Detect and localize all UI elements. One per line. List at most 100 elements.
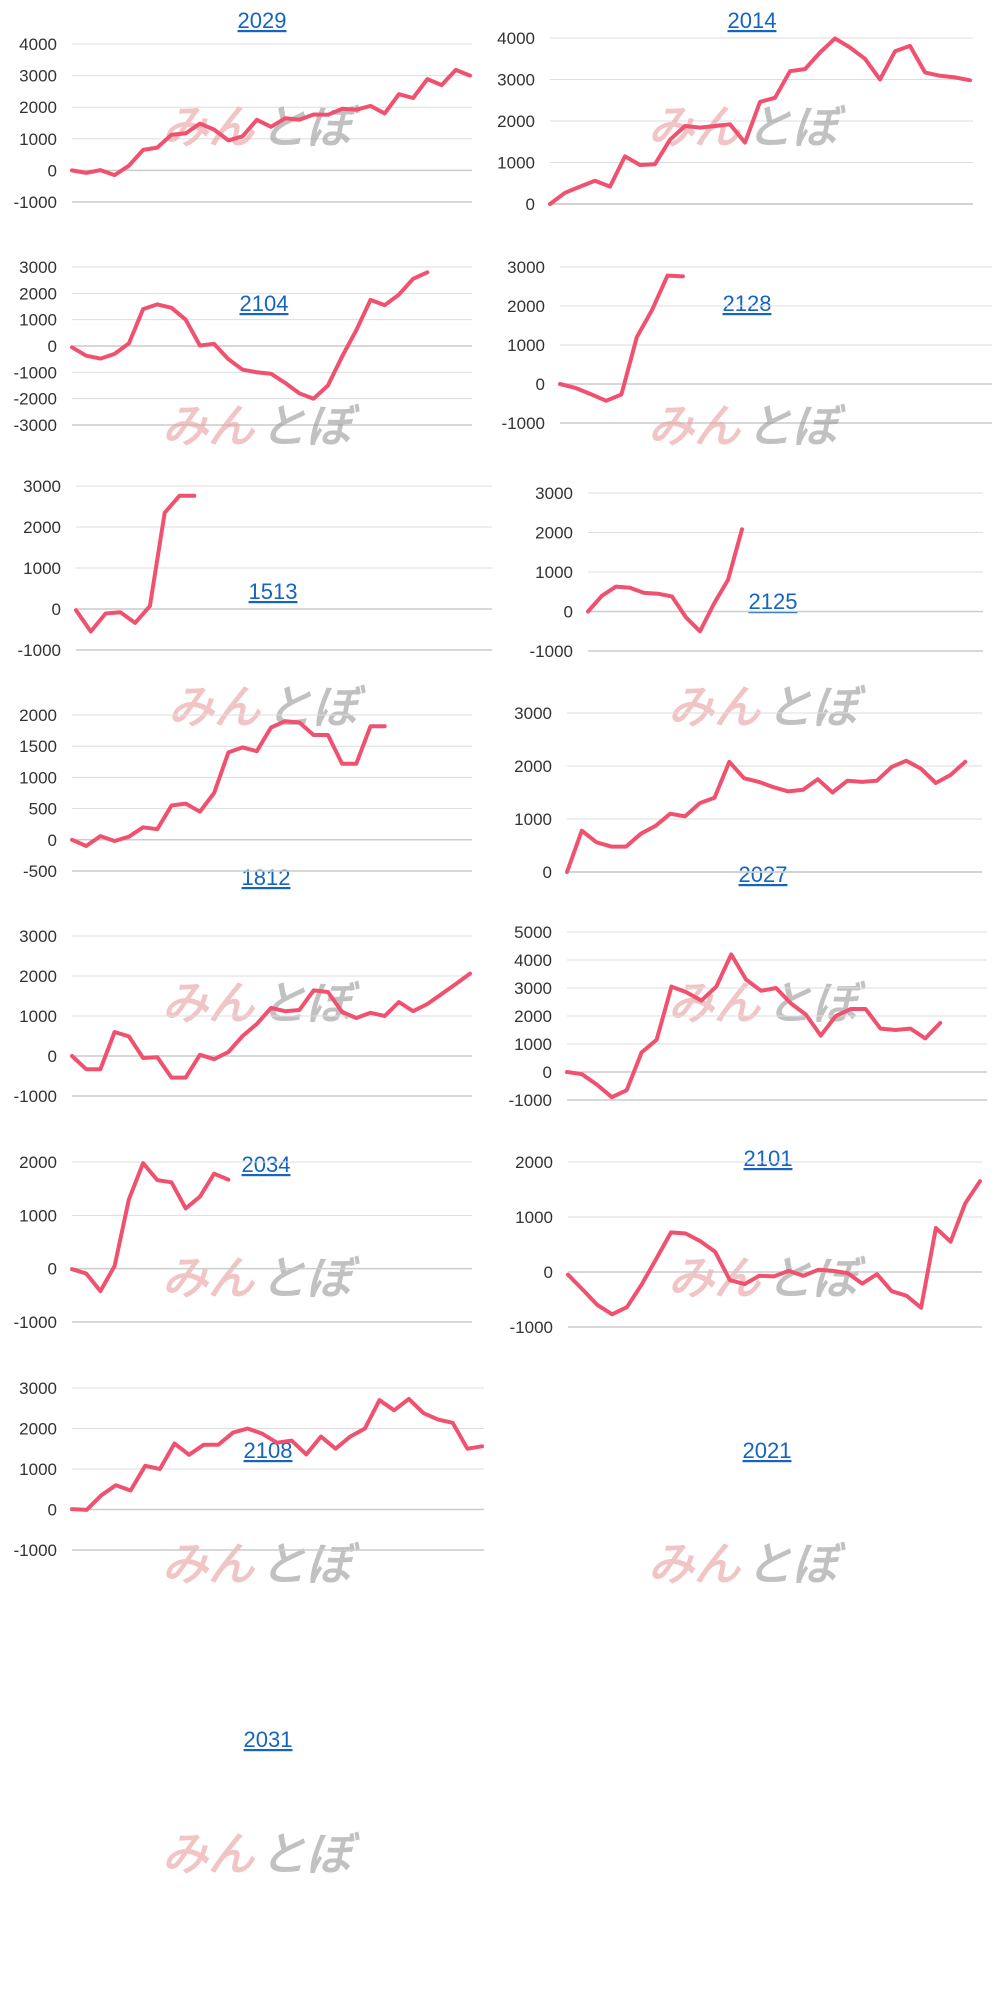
series-line [70, 719, 387, 848]
y-tick-label: 0 [536, 375, 545, 394]
chart-title-link[interactable]: 2014 [728, 8, 777, 33]
series-line [548, 36, 972, 206]
y-tick-label: 2000 [19, 967, 57, 986]
y-tick-label: 2000 [514, 1007, 552, 1026]
chart-svg: 2125 3000 2000 1000 0 -1000 みん とぼ [530, 484, 983, 734]
y-tick-label: 0 [543, 863, 552, 882]
y-tick-label: -1000 [14, 1313, 57, 1332]
y-tick-label: 1000 [507, 336, 545, 355]
watermark-logo: みん とぼ [648, 399, 846, 453]
watermark-text-2: とぼ [260, 1537, 360, 1591]
chart-title-link[interactable]: 2104 [240, 291, 289, 316]
y-tick-label: -1000 [510, 1318, 553, 1337]
y-tick-label: 2000 [515, 1153, 553, 1172]
watermark-text-1: みん [168, 680, 262, 734]
y-tick-label: -1000 [14, 363, 57, 382]
chart-title-link[interactable]: 2027 [739, 862, 788, 887]
watermark-text-2: とぼ [260, 976, 360, 1030]
watermark-logo: みん とぼ [162, 1537, 360, 1591]
watermark-text-2: とぼ [746, 100, 846, 154]
y-tick-label: 0 [48, 161, 57, 180]
chart-title-link[interactable]: 1812 [242, 865, 291, 890]
chart-title-link[interactable]: 2125 [749, 589, 798, 614]
chart-panel-2104: 2104 3000 2000 1000 0 -1000 -2000 -3000 みん とぼ [0, 258, 480, 558]
y-tick-label: 3000 [514, 704, 552, 723]
y-tick-label: 3000 [23, 477, 61, 496]
chart-svg: 2128 3000 2000 1000 0 -1000 みん とぼ [502, 258, 992, 453]
watermark-logo: みん とぼ [668, 1251, 866, 1305]
chart-title-link[interactable]: 2031 [244, 1727, 293, 1752]
y-tick-label: 2000 [19, 284, 57, 303]
y-tick-label: 2000 [19, 706, 57, 725]
y-tick-label: 3000 [19, 927, 57, 946]
y-tick-label: 1000 [19, 130, 57, 149]
series-line [70, 67, 472, 178]
y-tick-label: 1000 [19, 768, 57, 787]
y-tick-label: 1000 [19, 311, 57, 330]
y-tick-label: 2000 [19, 98, 57, 117]
series-line [565, 952, 943, 1100]
chart-panel-1513: 1513 3000 2000 1000 0 -1000 みん とぼ [0, 477, 500, 838]
series-line [565, 758, 968, 874]
y-tick-label: 0 [48, 831, 57, 850]
chart-svg: 1513 3000 2000 1000 0 -1000 みん とぼ [18, 477, 492, 734]
y-tick-label: 5000 [514, 923, 552, 942]
chart-svg: 2104 3000 2000 1000 0 -1000 -2000 -3000 みん とぼ [14, 258, 472, 453]
watermark-text-1: みん [162, 1537, 256, 1591]
y-tick-label: 3000 [19, 67, 57, 86]
watermark-text-1: みん [668, 680, 762, 734]
watermark-logo: みん とぼ [668, 976, 866, 1030]
chart-title-link[interactable]: 2128 [723, 291, 772, 316]
series-line [586, 527, 744, 634]
chart-panel-2101: 2101 5000 4000 3000 2000 1000 0 -1000 みん とぼ [500, 923, 1000, 1414]
y-tick-label: 4000 [497, 29, 535, 48]
watermark-logo: みん とぼ [162, 976, 360, 1030]
series-line [70, 1161, 231, 1294]
y-tick-label: 4000 [19, 35, 57, 54]
y-tick-label: 1000 [535, 563, 573, 582]
y-tick-label: 2000 [19, 1420, 57, 1439]
watermark-text-1: みん [668, 1251, 762, 1305]
y-tick-label: 2000 [514, 757, 552, 776]
chart-panel-2125: 2125 3000 2000 1000 0 -1000 みん とぼ [500, 484, 1000, 838]
y-tick-label: 0 [48, 1047, 57, 1066]
y-tick-label: 1000 [19, 1460, 57, 1479]
y-tick-label: -500 [23, 862, 57, 881]
chart-title-link[interactable]: 2101 [744, 1146, 793, 1171]
watermark-text-2: とぼ [766, 1251, 866, 1305]
watermark-text-2: とぼ [260, 399, 360, 453]
y-tick-label: 3000 [497, 71, 535, 90]
chart-title-link[interactable]: 2021 [743, 1438, 792, 1463]
watermark-text-2: とぼ [260, 1251, 360, 1305]
watermark-logo: みん とぼ [162, 399, 360, 453]
y-tick-label: 3000 [514, 979, 552, 998]
series-line [74, 493, 197, 634]
y-tick-label: 1000 [19, 1007, 57, 1026]
chart-title-link[interactable]: 1513 [249, 579, 298, 604]
y-tick-label: 4000 [514, 951, 552, 970]
y-tick-label: -1000 [530, 642, 573, 661]
y-tick-label: 0 [543, 1063, 552, 1082]
watermark-logo: みん とぼ [648, 100, 846, 154]
watermark-text-1: みん [668, 976, 762, 1030]
chart-title-link[interactable]: 2034 [242, 1152, 291, 1177]
chart-svg: 2034 3000 2000 1000 0 -1000 みん とぼ [14, 927, 472, 1305]
watermark-text-2: とぼ [266, 680, 366, 734]
y-tick-label: 0 [526, 195, 535, 214]
series-line [566, 1179, 982, 1317]
watermark-text-2: とぼ [746, 1537, 846, 1591]
y-tick-label: 2000 [497, 112, 535, 131]
watermark-logo: みん とぼ [162, 1827, 360, 1881]
y-tick-label: 3000 [19, 1379, 57, 1398]
series-line [70, 1396, 484, 1512]
y-tick-label: -1000 [14, 1087, 57, 1106]
chart-title-link[interactable]: 2029 [238, 8, 287, 33]
watermark-text-1: みん [162, 399, 256, 453]
y-tick-label: 0 [544, 1263, 553, 1282]
chart-svg: 2014 4000 3000 2000 1000 0 みん とぼ [497, 8, 973, 214]
chart-panel-2029: 2029 4000 3000 2000 1000 0 -1000 みん とぼ [0, 0, 480, 270]
chart-panel-2031: 2031 3000 2000 1000 0 -1000 みん とぼ [0, 1379, 500, 1997]
